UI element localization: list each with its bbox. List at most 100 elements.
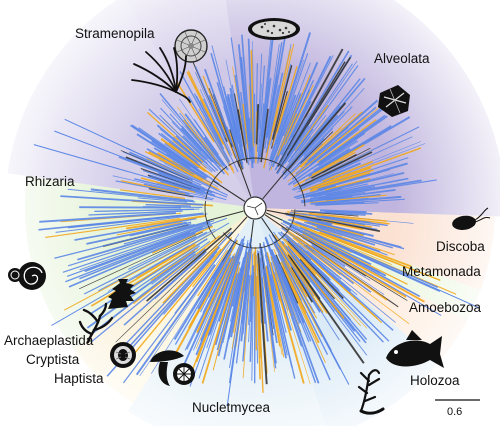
- branch: [118, 156, 184, 182]
- branch: [116, 221, 183, 236]
- branch: [270, 262, 287, 315]
- branch: [231, 252, 249, 350]
- clade-stem: [249, 219, 255, 248]
- branch: [131, 124, 220, 185]
- branch: [314, 227, 395, 256]
- branch: [133, 235, 221, 305]
- branch: [302, 237, 371, 281]
- label-nucletmycea: Nucletmycea: [192, 400, 271, 415]
- clade-branch-group: [38, 188, 244, 336]
- branch: [253, 251, 256, 297]
- branch: [84, 231, 191, 273]
- long-branch: [33, 144, 227, 201]
- branch: [242, 103, 249, 150]
- branch: [322, 147, 371, 174]
- branch: [149, 174, 216, 197]
- clade-branch-group: [266, 209, 414, 256]
- branch: [148, 151, 204, 182]
- branch: [223, 99, 244, 165]
- clade-arc: [223, 232, 235, 243]
- branch: [122, 239, 232, 384]
- branch: [262, 243, 292, 368]
- branch: [311, 144, 365, 176]
- branch: [305, 244, 372, 293]
- branch: [311, 169, 374, 191]
- branch: [202, 75, 236, 159]
- branch: [160, 138, 207, 173]
- branch: [79, 231, 204, 290]
- branch: [291, 143, 323, 173]
- branch: [313, 140, 359, 171]
- branch: [295, 106, 377, 175]
- foraminifera-icon: [8, 262, 46, 290]
- branch: [197, 248, 233, 310]
- branch: [234, 74, 250, 165]
- branch: [284, 212, 381, 233]
- branch: [196, 257, 233, 334]
- branch: [294, 60, 358, 152]
- branch: [301, 128, 360, 173]
- branch: [112, 175, 215, 200]
- dinoflagellate-icon: [378, 85, 410, 117]
- seaweed-icon: [78, 302, 114, 344]
- branch: [275, 62, 311, 153]
- branch: [125, 156, 193, 185]
- clade-arc: [292, 209, 296, 222]
- branch: [182, 135, 219, 172]
- branch: [298, 162, 361, 191]
- branch: [322, 160, 374, 183]
- branch: [256, 104, 260, 145]
- branch: [148, 175, 199, 192]
- branch: [325, 193, 381, 202]
- branch: [159, 114, 206, 161]
- branch: [129, 151, 193, 182]
- label-alveolata: Alveolata: [374, 51, 430, 66]
- branch: [292, 223, 393, 266]
- branch: [240, 56, 250, 142]
- branch: [290, 210, 359, 217]
- branch: [250, 50, 255, 147]
- branch: [79, 225, 204, 271]
- branch: [282, 232, 383, 324]
- silhouettes: [8, 18, 491, 415]
- branch: [308, 212, 388, 222]
- branch: [146, 227, 232, 302]
- branch: [142, 206, 203, 208]
- branch: [173, 136, 213, 172]
- branch: [313, 177, 409, 198]
- mushroom-icon: [150, 350, 195, 386]
- branch: [248, 117, 254, 168]
- branch: [144, 150, 220, 191]
- branch: [277, 241, 328, 314]
- branch: [264, 237, 317, 384]
- branch: [131, 244, 197, 287]
- label-stramenopila: Stramenopila: [75, 26, 155, 41]
- branch: [187, 70, 231, 156]
- branch: [282, 220, 372, 266]
- branch: [270, 256, 289, 311]
- branch: [272, 96, 288, 146]
- branch: [217, 272, 240, 357]
- branch: [247, 274, 252, 326]
- branch: [65, 227, 203, 283]
- branch: [303, 244, 355, 285]
- branch: [195, 66, 227, 138]
- branch: [202, 263, 228, 313]
- fish-icon: [386, 330, 444, 368]
- clade-branch-group: [90, 216, 248, 384]
- branch: [159, 181, 204, 195]
- branch: [278, 117, 306, 166]
- branch: [324, 177, 371, 192]
- branch: [306, 250, 342, 280]
- branch: [256, 255, 262, 359]
- branch: [211, 45, 238, 140]
- branch: [247, 38, 255, 164]
- branch: [39, 212, 176, 223]
- branch: [115, 231, 231, 343]
- branch: [225, 126, 241, 166]
- branch: [175, 135, 216, 173]
- branch: [300, 179, 437, 202]
- branch: [123, 223, 195, 245]
- ciliate-icon: [248, 18, 300, 40]
- branch: [286, 226, 367, 277]
